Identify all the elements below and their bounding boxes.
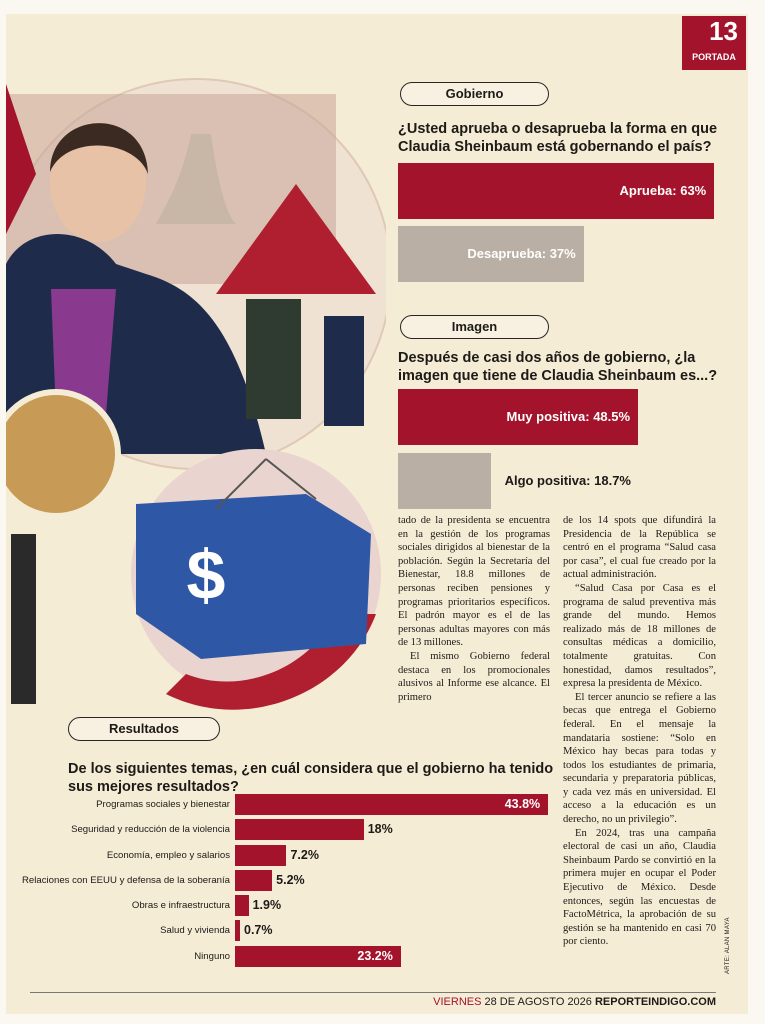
paragraph: El tercer anuncio se refiere a las becas… [563,691,716,826]
red-triangle [216,184,376,294]
red-triangle [6,84,36,234]
bar [398,226,584,282]
value-label: Algo positiva: 18.7% [504,473,631,488]
crane-cables [215,458,317,510]
value-label: 0.7% [244,923,273,937]
bar [235,920,240,941]
soldier [246,299,301,419]
category-label: Obras e infraestructura [131,900,230,911]
hair [50,123,148,174]
section-tag: Imagen [400,315,549,339]
footer-site: REPORTEINDIGO.COM [594,996,716,1008]
value-label: 18% [367,822,393,836]
value-label: 5.2% [276,873,305,887]
value-label: Aprueba: 63% [619,183,707,198]
face [50,122,146,242]
bar [235,845,287,866]
walking-figure [324,316,364,426]
paragraph: de los 14 spots que difundirá la Preside… [563,515,716,581]
category-label: Relaciones con EEUU y defensa de la sobe… [22,875,230,886]
bar [235,870,273,891]
paragraph: En 2024, tras una campaña electoral de c… [563,827,716,948]
category-label: Seguridad y reducción de la violencia [71,824,230,835]
question: De los siguientes temas, ¿en cuál consid… [68,761,554,795]
question: Después de casi dos años de gobierno, ¿l… [398,350,718,384]
article-column: tado de la presidenta se encuentra en la… [398,514,550,704]
category-label: Economía, empleo y salarios [106,850,230,861]
article-column: de los 14 spots que difundirá la Preside… [563,514,716,949]
bar [398,453,491,509]
coat-of-arms [6,389,121,519]
blouse [51,289,116,414]
guard [11,534,36,704]
value-label: 43.8% [504,797,541,811]
page-number: 13 [709,16,738,46]
paragraph: “Salud Casa por Casa es el programa de s… [563,582,716,690]
bar [398,389,639,445]
value-label: 1.9% [252,898,282,912]
shipping-container [136,494,371,659]
dollar-icon: $ [187,536,226,614]
bar [235,819,364,840]
category-label: Salud y vivienda [160,925,230,936]
value-label: 7.2% [290,848,319,862]
category-label: Programas sociales y bienestar [96,799,230,810]
section-tag: Gobierno [400,82,549,106]
page: $ 13 PORTADA Gobierno ¿Usted aprueba o d… [6,14,748,1014]
paragraph: El mismo Gobierno federal destaca en los… [398,650,550,703]
footer-day: VIERNES [433,996,482,1008]
section-name: PORTADA [692,52,736,62]
value-label: 23.2% [357,949,393,963]
footer-date: 28 DE AGOSTO 2026 [484,996,592,1008]
bar [235,794,549,815]
footer-rule [30,992,716,993]
value-label: Desaprueba: 37% [467,246,576,261]
value-label: Muy positiva: 48.5% [506,409,631,424]
bar [235,895,249,916]
bar [398,163,715,219]
question: ¿Usted aprueba o desaprueba la forma en … [398,121,718,155]
paragraph: tado de la presidenta se encuentra en la… [398,515,550,649]
art-credit: ARTE: ALAN MAYA [725,917,731,974]
monument [156,134,236,224]
bar [235,946,401,967]
section-tag: Resultados [68,717,220,741]
photo-collage: $ [6,78,386,710]
category-label: Ninguno [194,951,230,962]
footer: VIERNES 28 DE AGOSTO 2026 REPORTEINDIGO.… [433,996,716,1008]
page-number-box: 13 PORTADA [682,16,746,70]
